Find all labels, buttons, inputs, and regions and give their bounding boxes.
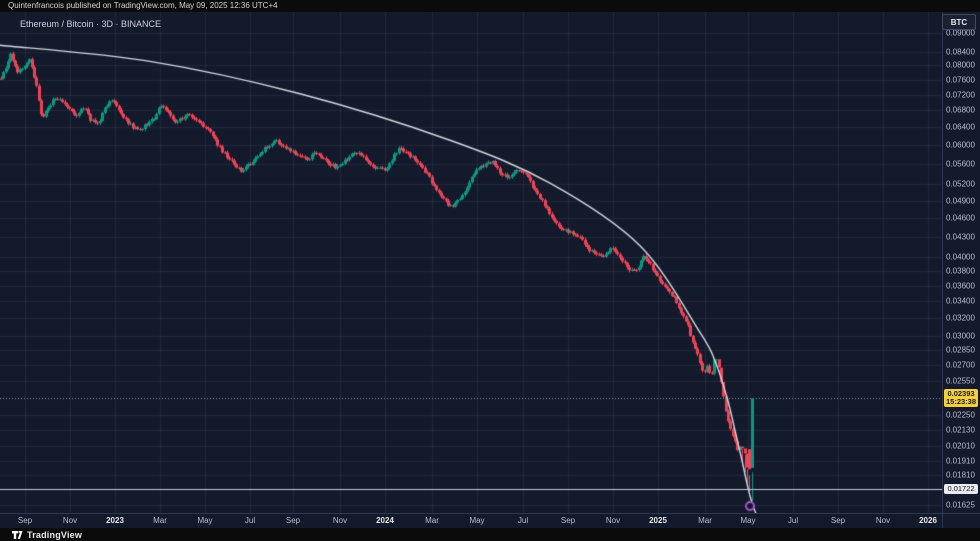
price-axis-label: 0.02250	[946, 410, 975, 420]
time-axis-label: Jul	[517, 516, 529, 525]
time-axis-label: Nov	[62, 516, 78, 525]
current-price-value: 0.02393	[947, 389, 975, 399]
price-axis-label: 0.02010	[946, 441, 975, 451]
price-axis-label: 0.04000	[946, 252, 975, 262]
time-axis-label: Mar	[153, 516, 167, 525]
price-axis-label: 0.04900	[946, 196, 975, 206]
price-axis-separator	[942, 12, 943, 528]
price-axis-label: 0.07200	[946, 90, 975, 100]
chart-title: Ethereum / Bitcoin · 3D · BINANCE	[20, 19, 162, 29]
tradingview-wordmark: TradingView	[27, 529, 83, 540]
time-axis-year-label: 2025	[649, 516, 667, 525]
time-axis-label: Nov	[605, 516, 621, 525]
price-axis-label: 0.06400	[946, 122, 975, 132]
price-axis-label: 0.03600	[946, 281, 975, 291]
price-axis-label: 0.02550	[946, 376, 975, 386]
published-info-text: Quintenfrancois published on TradingView…	[8, 1, 278, 10]
price-axis-label: 0.04300	[946, 232, 975, 242]
price-axis-label: 0.06000	[946, 140, 975, 150]
price-axis-label: 0.08400	[946, 47, 975, 57]
price-axis-label: 0.02130	[946, 425, 975, 435]
price-axis-label: 0.03800	[946, 266, 975, 276]
quote-currency-button[interactable]: BTC	[942, 14, 976, 30]
time-axis-label: Sep	[285, 516, 301, 525]
price-axis-label: 0.03200	[946, 313, 975, 323]
bar-countdown: 15:23:38	[945, 397, 977, 407]
time-axis-label: May	[469, 516, 485, 525]
time-axis-label: Mar	[698, 516, 712, 525]
time-axis-label: Mar	[425, 516, 439, 525]
time-axis-year-label: 2023	[106, 516, 124, 525]
time-axis-label: Jul	[787, 516, 799, 525]
price-axis-label: 0.05600	[946, 159, 975, 169]
price-axis-label: 0.05200	[946, 179, 975, 189]
price-axis-label: 0.03000	[946, 331, 975, 341]
price-axis-label: 0.01810	[946, 470, 975, 480]
candlestick-chart-canvas[interactable]	[0, 12, 942, 513]
tradingview-logo-icon	[12, 530, 23, 540]
time-axis-year-label: 2026	[919, 516, 937, 525]
time-axis-label: Nov	[875, 516, 891, 525]
price-axis-label: 0.03400	[946, 296, 975, 306]
footer-bar: TradingView	[0, 528, 980, 541]
time-axis-label: May	[740, 516, 756, 525]
price-axis-label: 0.06800	[946, 105, 975, 115]
time-axis-label: Jul	[244, 516, 256, 525]
price-axis-label: 0.04600	[946, 213, 975, 223]
time-axis-label: May	[197, 516, 213, 525]
price-axis-label: 0.01910	[946, 456, 975, 465]
time-axis-label: Sep	[560, 516, 576, 525]
time-axis-year-label: 2024	[376, 516, 394, 525]
price-axis-label: 0.02850	[946, 345, 975, 355]
time-axis-label: Sep	[830, 516, 846, 525]
time-axis-label: Nov	[332, 516, 348, 525]
current-price-label: 0.02393 15:23:38	[944, 389, 978, 408]
price-axis-label: 0.08000	[946, 60, 975, 70]
support-line-price-label: 0.01722	[944, 484, 978, 495]
price-axis-label: 0.07600	[946, 75, 975, 85]
published-info-bar: Quintenfrancois published on TradingView…	[0, 0, 980, 12]
price-axis-label: 0.02700	[946, 360, 975, 370]
price-axis-label: 0.01625	[946, 500, 975, 510]
time-axis-separator	[0, 513, 980, 514]
time-axis-label: Sep	[17, 516, 33, 525]
